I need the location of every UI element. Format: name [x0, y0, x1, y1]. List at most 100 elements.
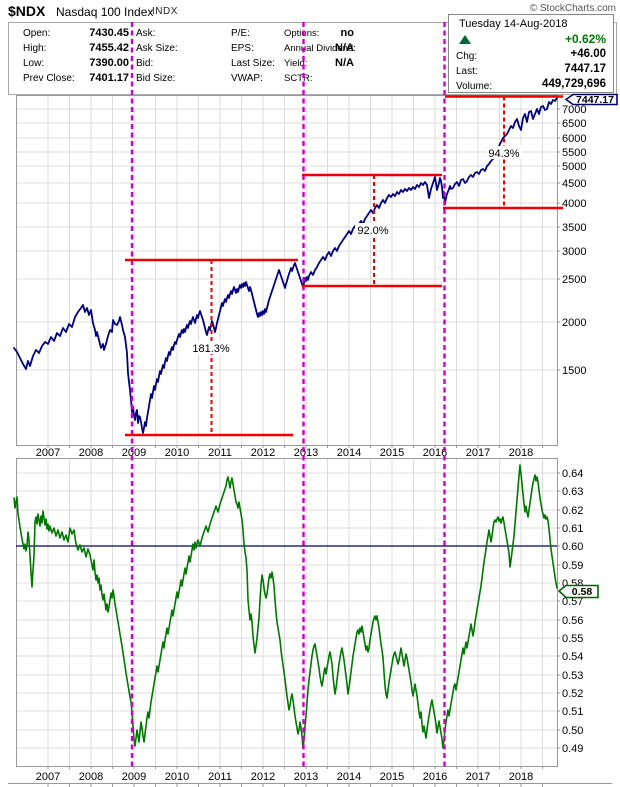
ratio-series-line [13, 464, 558, 749]
svg-text:0.62: 0.62 [562, 505, 583, 517]
price-series-line [13, 97, 558, 434]
quote-row: Open: 7430.45 [23, 26, 129, 41]
volume-label: Volume: [456, 81, 493, 92]
svg-text:0.58: 0.58 [562, 578, 583, 590]
svg-text:2500: 2500 [562, 274, 586, 286]
event-vlines [130, 22, 446, 768]
svg-text:2012: 2012 [251, 447, 275, 459]
ratio-x-axis-labels: 2007 2008 2009 2010 2011 2012 2013 2014 2015 2016… [36, 771, 533, 783]
quote-row: Options: no [284, 26, 354, 41]
index-name: Nasdaq 100 Index [56, 5, 154, 19]
svg-text:2012: 2012 [251, 771, 275, 783]
last-label: Last: [456, 66, 478, 77]
symbol: $NDX [8, 3, 46, 19]
svg-text:2000: 2000 [562, 317, 586, 329]
low-value: 7390.00 [89, 57, 129, 69]
svg-text:2018: 2018 [509, 771, 533, 783]
quote-col-options: Options: no Annual Dividend: N/A Yield: N/A… [284, 26, 356, 86]
footer-tick-strip [8, 783, 612, 787]
svg-text:2009: 2009 [122, 447, 146, 459]
quote-row: VWAP: [231, 71, 303, 86]
svg-text:0.53: 0.53 [562, 670, 583, 682]
price-panel: 7000 6500 6000 5500 5000 4500 4000 3500 3000 2500… [13, 95, 586, 459]
options-label: Options: [284, 28, 320, 39]
quote-row: Ask: [136, 26, 224, 41]
last-value: 7447.17 [564, 63, 606, 75]
svg-text:0.60: 0.60 [562, 541, 583, 553]
svg-text:2016: 2016 [423, 771, 447, 783]
svg-text:2016: 2016 [423, 447, 447, 459]
fib-measure-annotations: 181.3% 92.0% 94.3% [125, 95, 563, 437]
yield-label: Yield: [284, 58, 308, 69]
price-grid [16, 95, 560, 448]
svg-text:0.54: 0.54 [562, 651, 583, 663]
svg-text:5000: 5000 [562, 161, 586, 173]
quote-date: Tuesday 14-Aug-2018 [459, 18, 568, 30]
prev-close-value: 7401.17 [89, 72, 129, 84]
percent-change-row: +0.62% [456, 32, 606, 47]
change-label: Chg: [456, 51, 478, 62]
svg-text:1500: 1500 [562, 365, 586, 377]
last-size-label: Last Size: [231, 58, 275, 69]
quote-row: Prev Close: 7401.17 [23, 71, 129, 86]
svg-text:0.55: 0.55 [562, 633, 583, 645]
svg-text:0.57: 0.57 [562, 596, 583, 608]
svg-text:0.61: 0.61 [562, 523, 583, 535]
change-value: +46.00 [570, 48, 607, 60]
svg-text:0.56: 0.56 [562, 615, 583, 627]
quote-row: P/E: [231, 26, 303, 41]
ask-size-label: Ask Size: [136, 43, 178, 54]
quote-row: SCTR: [284, 71, 354, 86]
quote-col-ohlc: Open: 7430.45 High: 7455.42 Low: 7390.00 Pr… [23, 26, 129, 86]
quote-summary-box: Tuesday 14-Aug-2018 +0.62% Chg: +46.00 L… [448, 14, 614, 93]
svg-text:4000: 4000 [562, 198, 586, 210]
quote-row: High: 7455.42 [23, 41, 129, 56]
open-value: 7430.45 [89, 27, 129, 39]
svg-text:0.58: 0.58 [572, 586, 593, 598]
svg-text:2014: 2014 [337, 447, 361, 459]
svg-text:0.51: 0.51 [562, 706, 583, 718]
svg-text:2013: 2013 [294, 447, 318, 459]
svg-text:3000: 3000 [562, 246, 586, 258]
annual-dividend-value: N/A [335, 42, 354, 54]
quote-row: EPS: [231, 41, 303, 56]
quote-row: Ask Size: [136, 41, 224, 56]
pe-label: P/E: [231, 28, 250, 39]
low-label: Low: [23, 58, 45, 69]
svg-text:6500: 6500 [562, 118, 586, 130]
svg-text:0.59: 0.59 [562, 560, 583, 572]
title-bar: $NDX Nasdaq 100 Index INDX © StockCharts… [0, 0, 620, 20]
sctr-label: SCTR: [284, 73, 313, 84]
svg-text:2017: 2017 [466, 447, 490, 459]
last-row: Last: 7447.17 [456, 62, 606, 77]
ratio-grid [16, 458, 560, 769]
svg-text:2008: 2008 [79, 447, 103, 459]
open-label: Open: [23, 28, 51, 39]
up-triangle-icon [459, 35, 471, 44]
svg-text:2010: 2010 [165, 447, 189, 459]
svg-text:2017: 2017 [466, 771, 490, 783]
quote-row: Last Size: [231, 56, 303, 71]
svg-text:2013: 2013 [294, 771, 318, 783]
high-value: 7455.42 [89, 42, 129, 54]
svg-text:2018: 2018 [509, 447, 533, 459]
svg-text:5500: 5500 [562, 147, 586, 159]
svg-text:6000: 6000 [562, 133, 586, 145]
copyright: © StockCharts.com [529, 3, 616, 14]
percent-change-value: +0.62% [564, 32, 606, 46]
svg-text:0.63: 0.63 [562, 486, 583, 498]
change-row: Chg: +46.00 [456, 47, 606, 62]
volume-value: 449,729,696 [542, 78, 606, 90]
svg-text:2007: 2007 [36, 447, 60, 459]
quote-col-bid-ask: Ask: Ask Size: Bid: Bid Size: [136, 26, 224, 86]
quote-row: Bid: [136, 56, 224, 71]
price-x-axis-labels: 2007 2008 2009 2010 2011 2012 2013 2014 2015 2016… [36, 447, 533, 459]
svg-text:181.3%: 181.3% [192, 343, 230, 355]
svg-text:92.0%: 92.0% [357, 225, 388, 237]
ratio-last-value-tag: 0.58 [557, 584, 599, 599]
annual-dividend-label: Annual Dividend: [284, 43, 356, 54]
svg-text:2015: 2015 [380, 447, 404, 459]
yield-value: N/A [335, 57, 354, 69]
